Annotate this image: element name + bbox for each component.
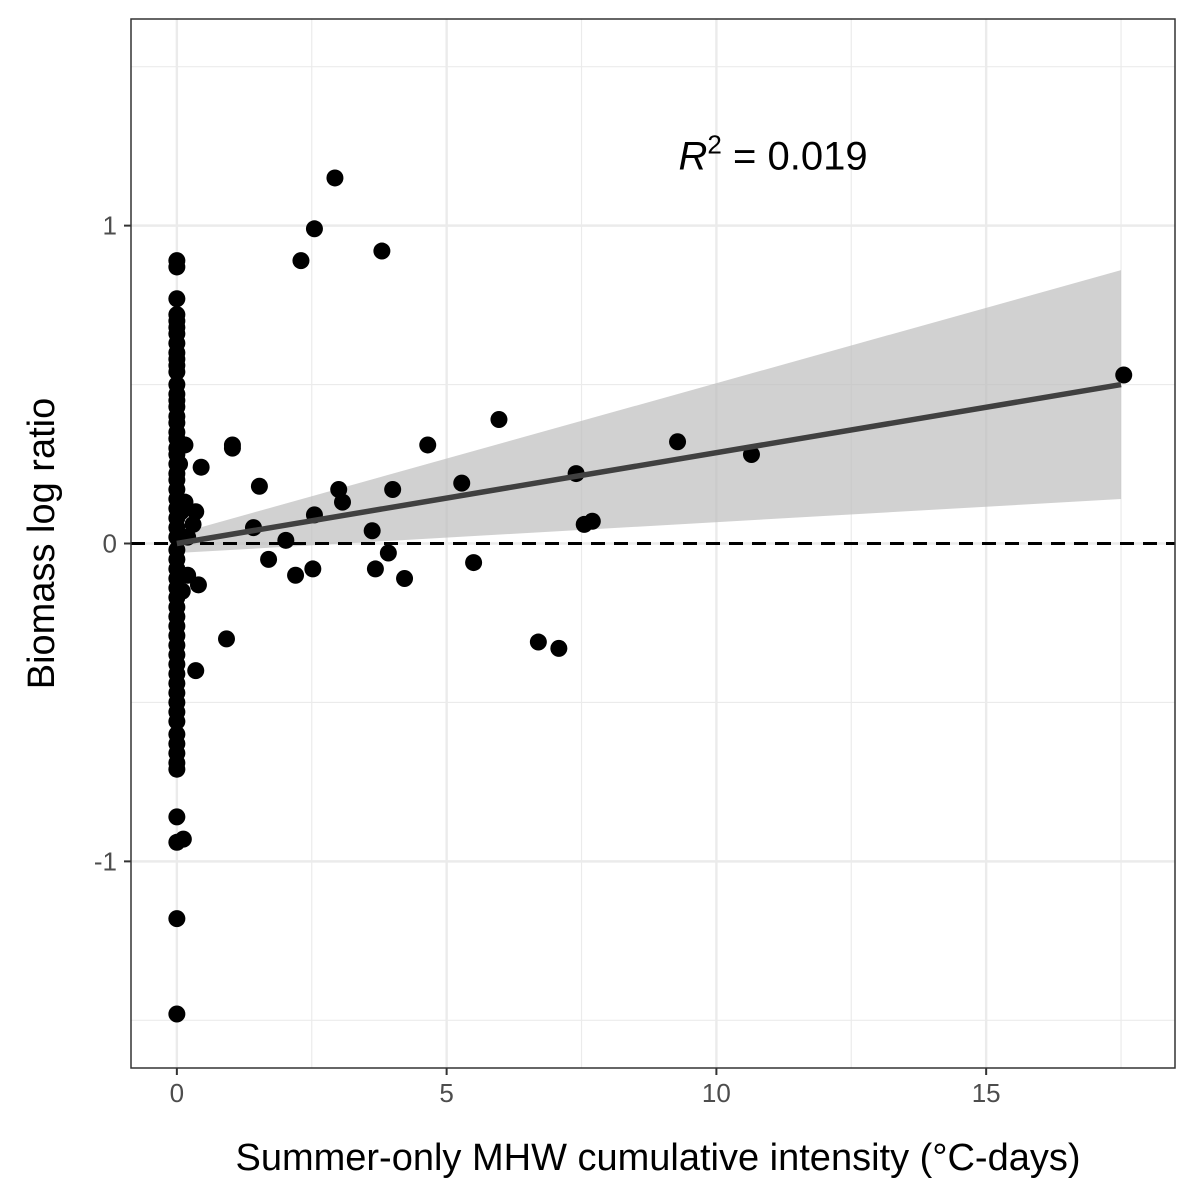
data-point (465, 554, 483, 572)
data-point (277, 531, 295, 549)
data-point (292, 252, 310, 270)
data-point (304, 560, 322, 578)
data-point (168, 290, 186, 308)
data-point (363, 522, 381, 540)
data-point (260, 550, 278, 568)
x-axis-title: Summer-only MHW cumulative intensity (°C… (235, 1137, 1080, 1179)
r-squared-text: R2 = 0.019 (679, 130, 868, 179)
axis-ticks: 0 5 10 15 -1 0 1 (94, 211, 1001, 1108)
data-point (176, 436, 194, 454)
data-point (217, 630, 235, 648)
x-tick-label: 0 (170, 1078, 184, 1108)
regression-line (176, 381, 1122, 547)
data-point (453, 474, 471, 492)
y-tick-label: 0 (103, 529, 117, 559)
data-point (192, 458, 210, 476)
data-point (287, 566, 305, 584)
data-point (187, 662, 205, 680)
confidence-band-layer (176, 270, 1122, 554)
y-tick-label: 1 (103, 211, 117, 241)
data-point (384, 480, 402, 498)
data-point (373, 242, 391, 260)
r-value: = 0.019 (722, 135, 868, 179)
data-point (490, 411, 508, 429)
data-point (168, 1005, 186, 1023)
confidence-band (176, 270, 1122, 554)
data-point (379, 544, 397, 562)
data-points (168, 169, 1133, 1023)
fit-line-layer (176, 381, 1122, 547)
data-point (174, 830, 192, 848)
r-symbol: R (679, 135, 708, 179)
data-point (168, 808, 186, 826)
data-point (168, 760, 186, 778)
data-point (529, 633, 547, 651)
data-point (396, 569, 414, 587)
data-point (184, 515, 202, 533)
data-point (669, 433, 687, 451)
data-point (1115, 366, 1133, 384)
data-point (173, 582, 191, 600)
r-exponent: 2 (707, 130, 721, 160)
data-point (250, 477, 268, 495)
data-point (168, 713, 186, 731)
data-point (419, 436, 437, 454)
x-tick-label: 15 (972, 1078, 1001, 1108)
data-point (189, 576, 207, 594)
y-tick-label: -1 (94, 846, 117, 876)
data-point (366, 560, 384, 578)
x-tick-label: 5 (439, 1078, 453, 1108)
data-point (550, 639, 568, 657)
data-point (187, 503, 205, 521)
y-axis-title: Biomass log ratio (21, 398, 63, 689)
data-point (305, 220, 323, 238)
data-point (168, 258, 186, 276)
data-point (333, 493, 351, 511)
data-point (583, 512, 601, 530)
data-point (326, 169, 344, 187)
x-tick-label: 10 (702, 1078, 731, 1108)
data-point (223, 439, 241, 457)
data-point (168, 363, 186, 381)
data-point (168, 910, 186, 928)
r-squared-annotation: R2 = 0.019 (679, 130, 868, 179)
data-point (171, 455, 189, 473)
